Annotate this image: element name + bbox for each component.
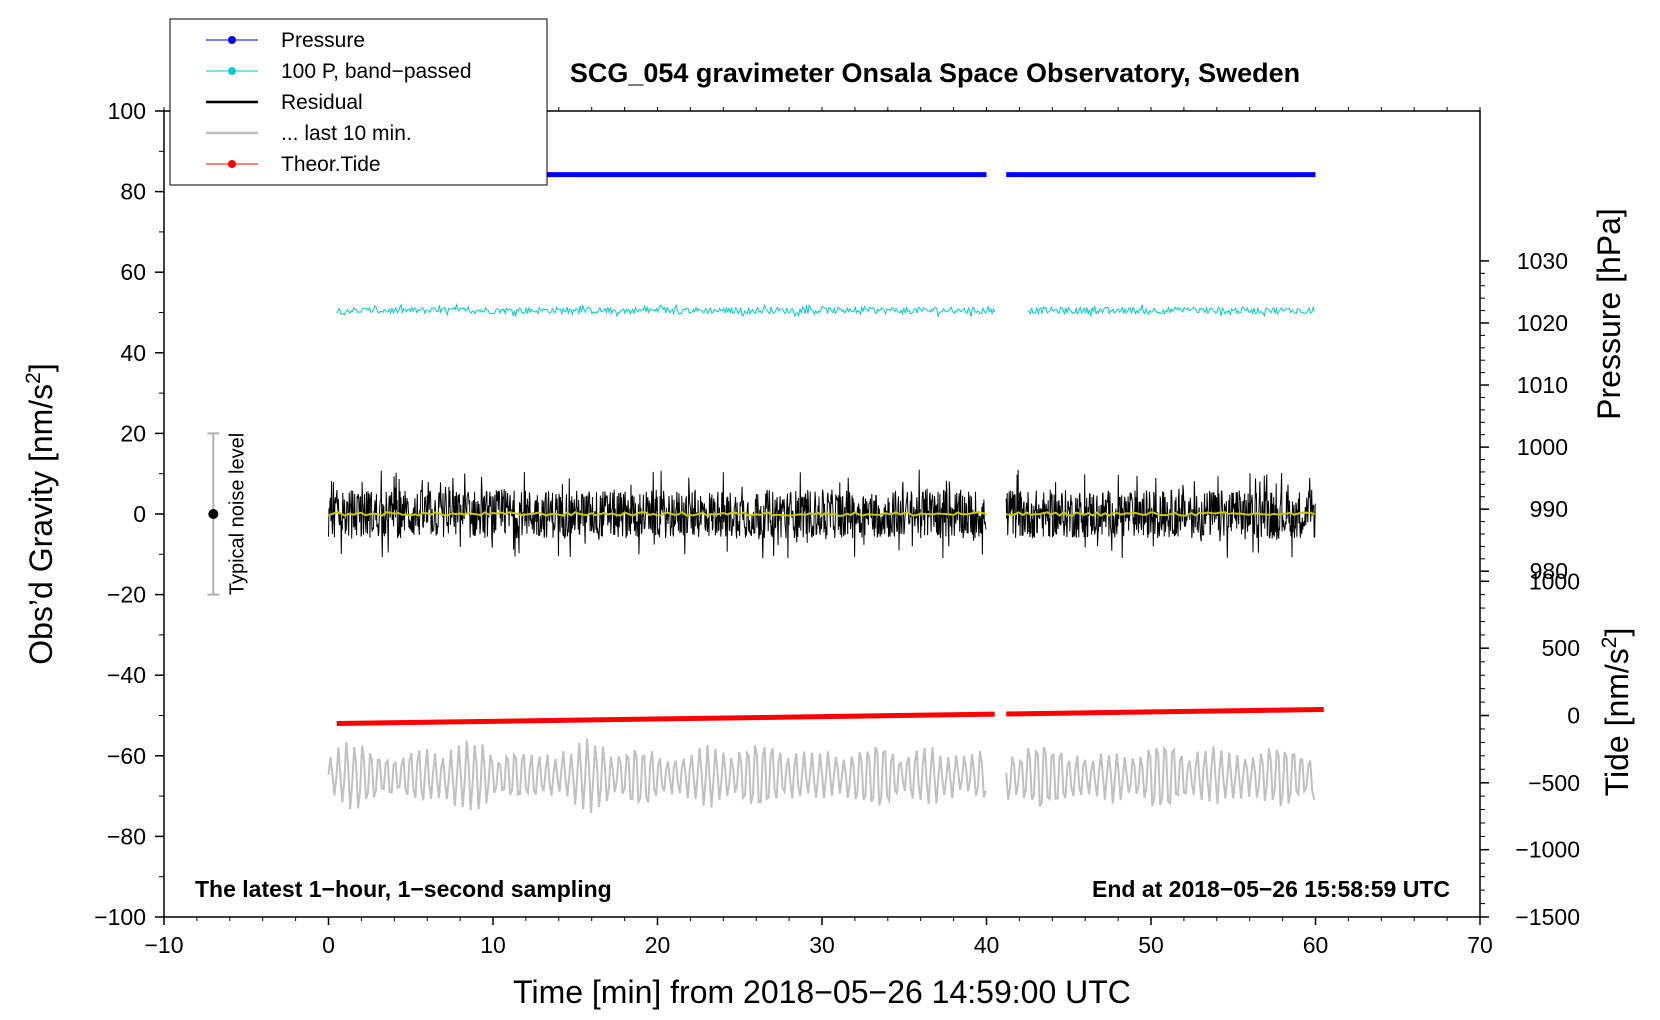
noise-bar: Typical noise level [207,432,248,596]
y-tick-label: −100 [94,904,146,930]
tide-tick-label: −1000 [1515,837,1580,863]
y-tick-label: 20 [120,420,146,446]
tide-tick-label: 500 [1542,635,1580,661]
tide-tick-label: −1500 [1515,904,1580,930]
x-tick-label: 0 [322,932,335,958]
tide-axis-label-sup: 2 [1598,637,1621,649]
y-tick-label: −20 [107,582,146,608]
pressure-tick-label: 990 [1530,496,1568,522]
tide-axis-label: Tide [nm/s2] [1598,628,1635,797]
tide-tick-label: 1000 [1529,568,1580,594]
legend-marker [228,36,236,44]
pressure-tick-label: 980 [1530,558,1568,584]
y-tick-label: 60 [120,259,146,285]
legend-label: Pressure [281,29,365,52]
x-tick-label: 10 [480,932,506,958]
residual-line [1005,469,1316,559]
y-tick-label: −80 [107,823,146,849]
chart-title: SCG_054 gravimeter Onsala Space Observat… [570,58,1300,88]
pressure-tick-label: 1020 [1517,310,1568,336]
bandpassed-pressure-line [336,303,996,319]
y-axis: −100 −80 −60 −40 −20 0 20 40 60 80 100 [94,98,164,930]
legend-label: Residual [281,91,363,114]
legend-label: 100 P, band−passed [281,60,472,83]
sampling-note: The latest 1−hour, 1−second sampling [195,876,612,902]
legend-label: ... last 10 min. [281,122,412,145]
x-tick-label: 40 [974,932,1000,958]
y-axis-label: Obs’d Gravity [nm/s2] [22,363,59,665]
bandpassed-pressure-line [1027,304,1315,318]
tide-axis-label-text: Tide [nm/s [1599,648,1635,796]
noise-bar-label: Typical noise level [226,433,248,595]
x-axis: −10 0 10 20 30 40 50 60 70 [144,107,1493,958]
x-axis-label: Time [min] from 2018−05−26 14:59:00 UTC [513,974,1131,1010]
pressure-tick-label: 1030 [1517,248,1568,274]
y-axis-label-close: ] [23,363,59,372]
x-tick-label: 60 [1303,932,1329,958]
y-tick-label: 80 [120,179,146,205]
smoothed-residual-line [328,511,987,517]
tide-axis-label-close: ] [1599,628,1635,637]
smoothed-residual-line [1006,511,1316,517]
legend-marker [228,160,236,168]
end-time-note: End at 2018−05−26 15:58:59 UTC [1092,876,1450,902]
y-tick-label: −40 [107,662,146,688]
pressure-tick-label: 1000 [1517,434,1568,460]
y-tick-label: −60 [107,743,146,769]
theoretical-tide-line [336,711,995,727]
legend-label: Theor.Tide [281,153,381,176]
noise-bar-center-dot [208,509,219,519]
y-tick-label: 40 [120,340,146,366]
last-10-min-line [327,738,987,813]
x-tick-label: 20 [645,932,671,958]
y-tick-label: 100 [108,98,146,124]
pressure-axis-label: Pressure [hPa] [1591,208,1627,420]
theoretical-tide-line [1006,706,1324,717]
x-tick-label: −10 [144,932,183,958]
x-tick-label: 70 [1467,932,1493,958]
tide-tick-label: 0 [1567,703,1580,729]
last-10-min-line [1005,745,1316,807]
x-tick-label: 30 [809,932,835,958]
y-axis-label-sup: 2 [22,372,45,384]
right-axes: 980 990 1000 1010 1020 1030 −1500 −1000 −500 0 500… [1480,248,1580,930]
tide-tick-label: −500 [1528,770,1580,796]
y-axis-label-text: Obs’d Gravity [nm/s [23,384,59,665]
x-tick-label: 50 [1138,932,1164,958]
y-tick-label: 0 [133,501,146,527]
legend-marker [228,67,236,75]
pressure-tick-label: 1010 [1517,372,1568,398]
legend: Pressure 100 P, band−passed Residual ... la… [169,18,548,186]
